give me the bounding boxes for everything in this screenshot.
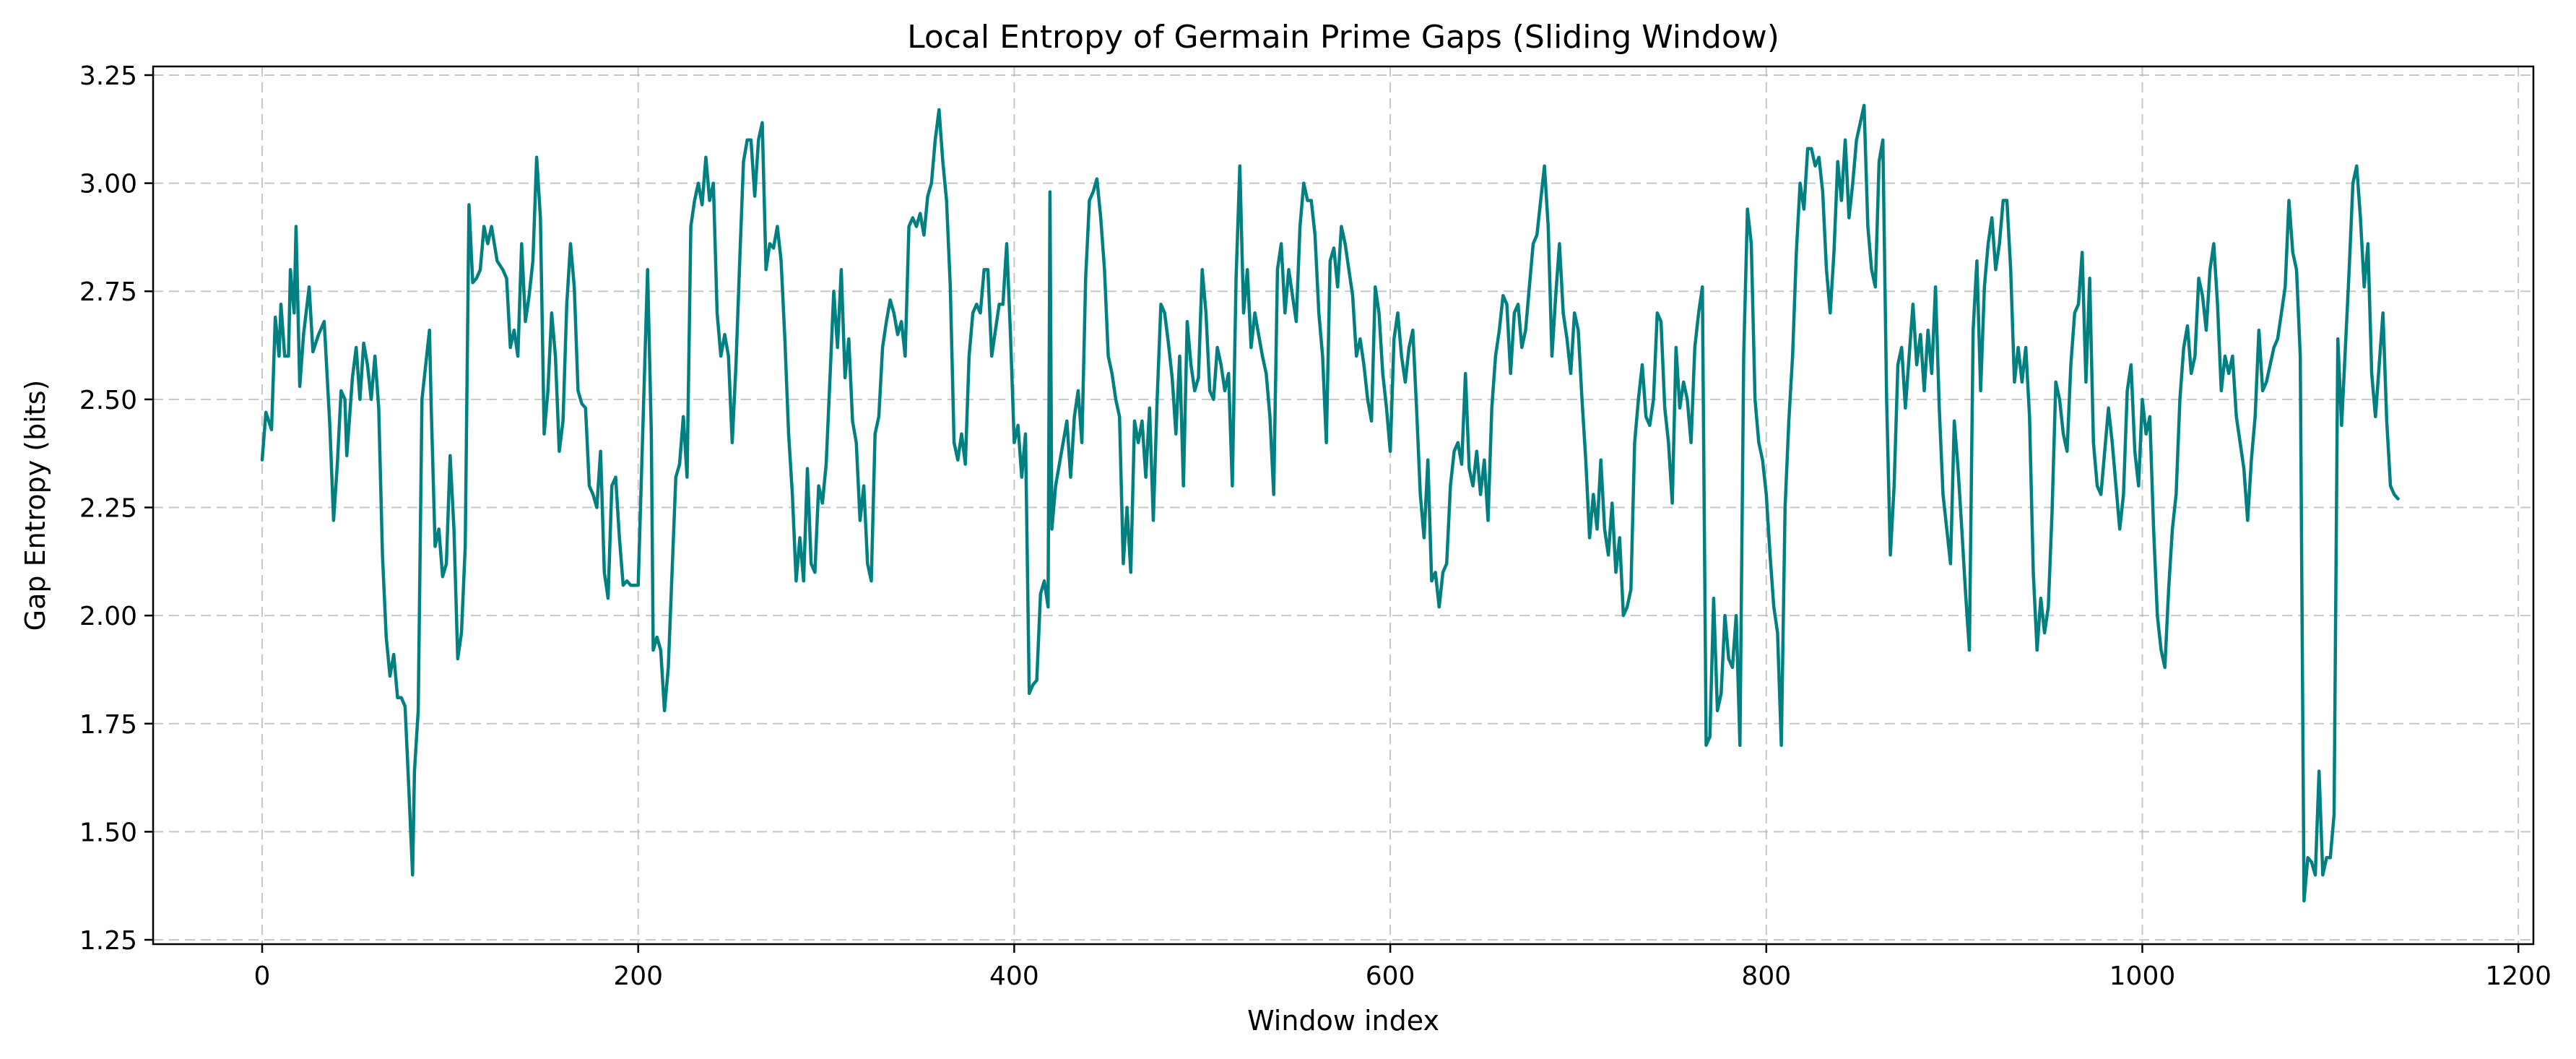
- x-axis-label: Window index: [1247, 1005, 1439, 1037]
- y-axis: 1.25 1.50 1.75 2.00 2.25 2.50 2.75 3.00 3.25: [79, 61, 153, 956]
- y-tick-label: 2.75: [79, 277, 137, 307]
- x-tick-label: 200: [613, 961, 663, 991]
- y-tick-label: 3.25: [79, 61, 137, 91]
- x-tick-label: 800: [1741, 961, 1791, 991]
- y-tick-label: 3.00: [79, 170, 137, 199]
- x-axis: 0 200 400 600 800 1000 1200: [254, 944, 2551, 991]
- y-axis-label: Gap Entropy (bits): [19, 380, 51, 631]
- y-tick-label: 2.25: [79, 493, 137, 523]
- y-tick-label: 1.50: [79, 818, 137, 847]
- x-tick-label: 1200: [2485, 961, 2551, 991]
- x-tick-label: 600: [1366, 961, 1415, 991]
- plot-frame: [152, 65, 2535, 946]
- y-tick-label: 2.50: [79, 386, 137, 415]
- x-tick-label: 0: [254, 961, 271, 991]
- y-tick-label: 2.00: [79, 602, 137, 631]
- x-tick-label: 1000: [2109, 961, 2176, 991]
- x-tick-label: 400: [989, 961, 1039, 991]
- y-tick-label: 1.75: [79, 710, 137, 740]
- y-tick-label: 1.25: [79, 926, 137, 956]
- chart-title: Local Entropy of Germain Prime Gaps (Sli…: [907, 19, 1779, 56]
- series-layer: [260, 103, 2400, 903]
- series-line-0: [260, 103, 2400, 903]
